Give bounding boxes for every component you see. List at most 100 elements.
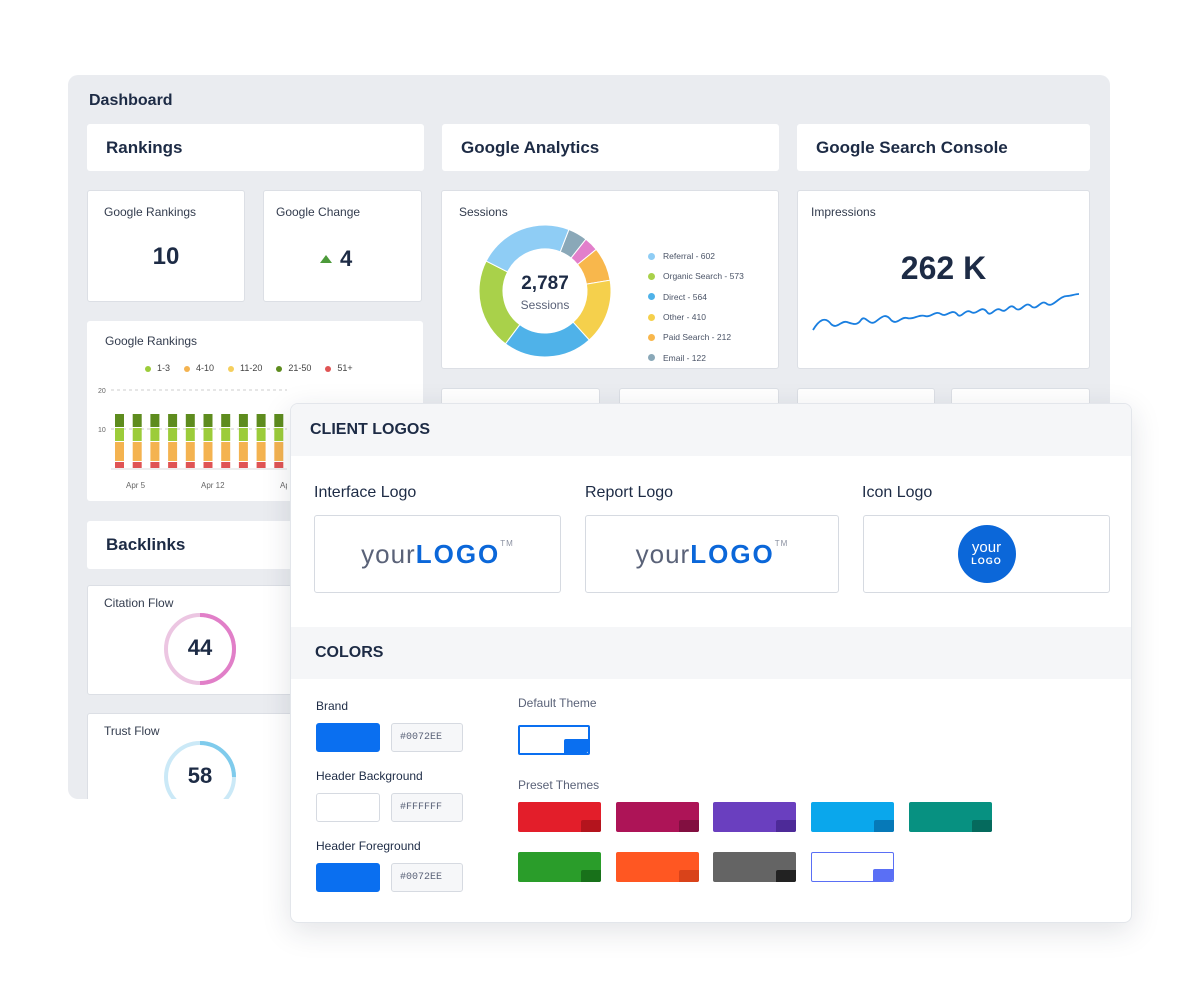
- ranking-bar-segment: [203, 442, 213, 461]
- brand-color-swatch[interactable]: [316, 723, 380, 752]
- preset-theme-teal[interactable]: [909, 802, 992, 832]
- ranking-bar-segment: [168, 414, 178, 427]
- google-change-label: Google Change: [276, 205, 361, 219]
- ranking-bar-segment: [221, 442, 231, 461]
- icon-logo-image: your LOGO: [957, 525, 1016, 583]
- legend-item: Paid Search - 212: [648, 327, 744, 347]
- preset-theme-magenta[interactable]: [616, 802, 699, 832]
- ranking-bar-segment: [168, 442, 178, 461]
- google-rankings-value: 10: [152, 243, 180, 270]
- logo-tm-text: TM: [500, 538, 514, 548]
- theme-accent: [581, 870, 601, 882]
- legend-dot-icon: [648, 313, 655, 321]
- logo-logo-text: LOGO: [415, 538, 501, 569]
- ranking-bar-segment: [132, 442, 142, 461]
- ranking-bar-segment: [203, 462, 213, 468]
- legend-dot-icon: [648, 354, 655, 362]
- sessions-card: Sessions 2,787 Sessions Referral - 602 O…: [441, 190, 779, 369]
- ranking-bar-segment: [168, 462, 178, 468]
- ranking-bar-segment: [185, 442, 195, 461]
- ranking-bar-segment: [274, 442, 284, 461]
- ranking-bar-segment: [221, 428, 231, 441]
- report-logo-image: yourLOGOTM: [636, 539, 789, 570]
- legend-item: 51+: [325, 363, 353, 373]
- legend-item: Referral - 602: [648, 246, 744, 266]
- impressions-sparkline: [812, 293, 1080, 331]
- default-theme-swatch[interactable]: [518, 725, 590, 755]
- legend-dot-icon: [325, 365, 332, 372]
- legend-dot-icon: [228, 365, 235, 372]
- header-foreground-label: Header Foreground: [316, 839, 421, 853]
- citation-flow-value: 44: [187, 635, 213, 660]
- rankings-section-header: Rankings: [87, 124, 424, 171]
- impressions-label: Impressions: [811, 205, 876, 219]
- ranking-bar-segment: [221, 462, 231, 468]
- branding-settings-panel: CLIENT LOGOS Interface Logo Report Logo …: [290, 403, 1132, 923]
- header-foreground-swatch[interactable]: [316, 863, 380, 892]
- x-tick-label: Apr 5: [126, 481, 146, 490]
- preset-theme-red[interactable]: [518, 802, 601, 832]
- logo-tm-text: TM: [774, 538, 789, 548]
- ranking-bar-segment: [238, 462, 248, 468]
- citation-flow-label: Citation Flow: [104, 596, 174, 610]
- sessions-donut-chart: [478, 224, 612, 358]
- preset-theme-light-blue[interactable]: [811, 802, 894, 832]
- theme-accent: [873, 869, 893, 881]
- legend-dot-icon: [648, 272, 655, 280]
- preset-themes-label: Preset Themes: [518, 778, 600, 792]
- ranking-bar-segment: [150, 462, 160, 468]
- rankings-legend: 1-3 4-10 11-20 21-50 51+: [145, 363, 353, 373]
- theme-accent: [874, 820, 894, 832]
- header-background-swatch[interactable]: [316, 793, 380, 822]
- legend-dot-icon: [145, 365, 151, 372]
- sessions-label: Sessions: [459, 205, 508, 219]
- icon-logo-upload[interactable]: your LOGO: [863, 515, 1110, 593]
- brand-color-input[interactable]: #0072EE: [391, 723, 463, 752]
- theme-accent: [776, 820, 796, 832]
- impressions-card: Impressions 262 K: [797, 190, 1090, 369]
- preset-theme-gray[interactable]: [713, 852, 796, 882]
- sessions-legend: Referral - 602 Organic Search - 573 Dire…: [648, 246, 744, 368]
- ranking-bar-segment: [238, 428, 248, 441]
- preset-theme-orange[interactable]: [616, 852, 699, 882]
- google-rankings-card: Google Rankings 10: [87, 190, 245, 302]
- trust-flow-value: 58: [187, 763, 213, 788]
- legend-item: 11-20: [228, 363, 262, 373]
- logo-your-text: your: [361, 538, 416, 569]
- header-background-label: Header Background: [316, 769, 423, 783]
- y-tick-label: 20: [98, 388, 106, 395]
- interface-logo-upload[interactable]: yourLOGOTM: [314, 515, 561, 593]
- legend-dot-icon: [648, 252, 655, 260]
- rankings-bar-chart: 20 10 Apr 5 Apr 12 Ap: [98, 388, 287, 490]
- legend-item: Direct - 564: [648, 287, 744, 307]
- google-change-card: Google Change 4: [263, 190, 422, 302]
- legend-dot-icon: [184, 365, 191, 372]
- ranking-bar-segment: [256, 414, 266, 427]
- ranking-bar-segment: [115, 414, 124, 427]
- google-change-value: 4: [340, 246, 353, 271]
- header-foreground-input[interactable]: #0072EE: [391, 863, 463, 892]
- google-rankings-label: Google Rankings: [104, 205, 197, 219]
- preset-theme-white-indigo[interactable]: [811, 852, 894, 882]
- theme-accent: [581, 820, 601, 832]
- trust-flow-gauge: [164, 741, 236, 799]
- header-background-input[interactable]: #FFFFFF: [391, 793, 463, 822]
- ranking-bar-segment: [203, 428, 213, 441]
- search-console-section-header: Google Search Console: [797, 124, 1090, 171]
- report-logo-upload[interactable]: yourLOGOTM: [585, 515, 839, 593]
- up-arrow-icon: [320, 255, 332, 263]
- theme-accent: [679, 820, 699, 832]
- analytics-section-header: Google Analytics: [442, 124, 779, 171]
- preset-theme-green[interactable]: [518, 852, 601, 882]
- legend-label: Referral - 602: [663, 251, 715, 262]
- icon-logo-logo-text: LOGO: [971, 556, 1002, 566]
- ranking-bar-segment: [168, 428, 178, 441]
- ranking-bar-segment: [150, 442, 160, 461]
- preset-theme-purple[interactable]: [713, 802, 796, 832]
- ranking-bar-segment: [115, 442, 124, 461]
- ranking-bar-segment: [274, 414, 284, 427]
- ranking-bar-segment: [238, 414, 248, 427]
- icon-logo-your-text: your: [971, 539, 1002, 556]
- legend-item: 21-50: [276, 363, 311, 373]
- icon-logo-label: Icon Logo: [862, 484, 933, 501]
